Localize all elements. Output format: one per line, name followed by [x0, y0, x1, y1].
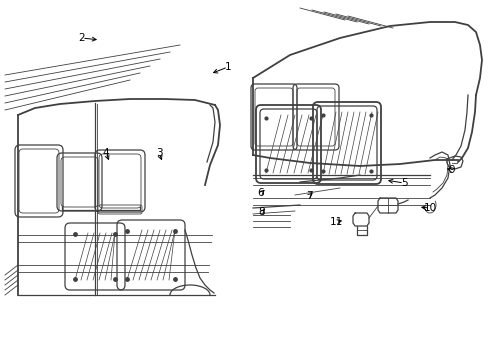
Text: 8: 8: [258, 207, 265, 217]
Text: 3: 3: [155, 148, 162, 158]
Text: 4: 4: [102, 148, 109, 158]
Text: 5: 5: [400, 178, 407, 188]
Text: 9: 9: [448, 165, 454, 175]
Text: 7: 7: [305, 191, 312, 201]
Text: 10: 10: [423, 203, 436, 213]
Text: 1: 1: [224, 62, 231, 72]
Text: 2: 2: [79, 33, 85, 43]
Text: 11: 11: [329, 217, 342, 227]
Text: 6: 6: [257, 188, 264, 198]
